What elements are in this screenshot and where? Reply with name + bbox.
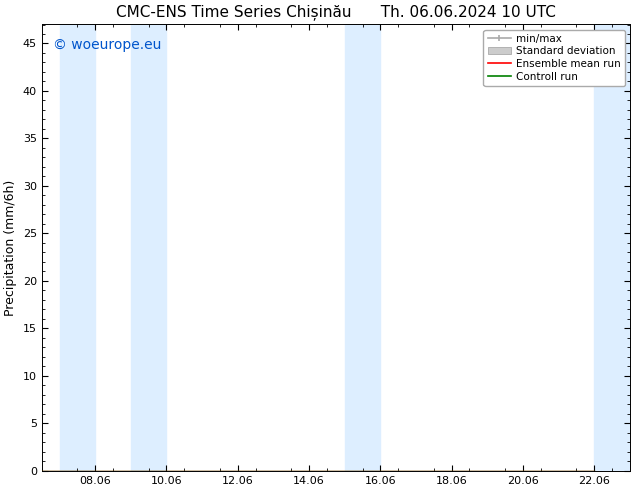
- Legend: min/max, Standard deviation, Ensemble mean run, Controll run: min/max, Standard deviation, Ensemble me…: [483, 30, 624, 86]
- Text: © woeurope.eu: © woeurope.eu: [53, 38, 162, 52]
- Bar: [131, 24, 167, 471]
- Title: CMC-ENS Time Series Chișinău      Th. 06.06.2024 10 UTC: CMC-ENS Time Series Chișinău Th. 06.06.2…: [116, 4, 556, 20]
- Bar: [594, 24, 630, 471]
- Bar: [345, 24, 380, 471]
- Bar: [60, 24, 95, 471]
- Y-axis label: Precipitation (mm/6h): Precipitation (mm/6h): [4, 180, 17, 316]
